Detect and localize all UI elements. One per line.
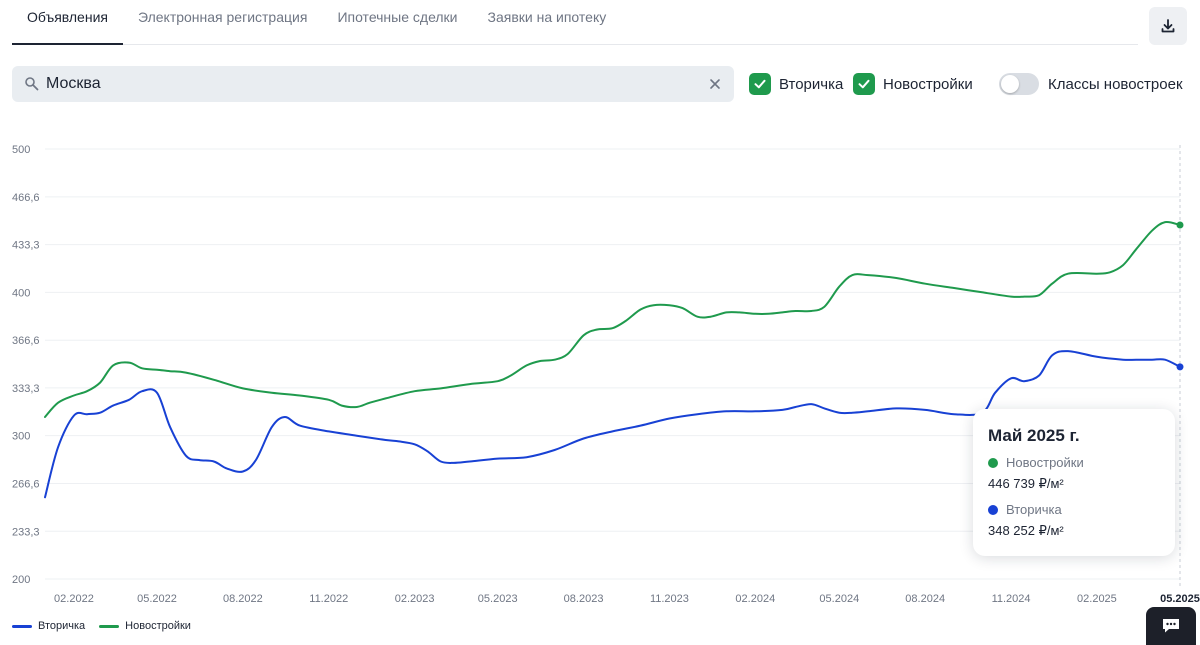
legend-item-secondary[interactable]: Вторичка xyxy=(12,620,85,632)
toggle-knob xyxy=(1001,75,1019,93)
new-buildings-checkbox-label: Новостройки xyxy=(883,75,973,93)
x-tick-label: 08.2024 xyxy=(905,593,945,605)
x-tick-label: 02.2025 xyxy=(1077,593,1117,605)
y-tick-label: 400 xyxy=(12,287,30,299)
tooltip-row-secondary: Вторичка 348 252 ₽/м² xyxy=(988,502,1064,539)
x-tick-label: 08.2023 xyxy=(564,593,604,605)
y-tick-label: 333,3 xyxy=(12,383,40,395)
tooltip-row-new: Новостройки 446 739 ₽/м² xyxy=(988,455,1084,492)
classes-toggle-label: Классы новостроек xyxy=(1048,75,1183,93)
x-tick-label: 11.2023 xyxy=(650,593,689,605)
legend-label-secondary: Вторичка xyxy=(38,620,86,632)
new-buildings-checkbox[interactable]: Новостройки xyxy=(853,72,973,96)
tooltip-title: Май 2025 г. xyxy=(988,426,1080,445)
x-tick-label: 08.2022 xyxy=(223,593,263,605)
y-tick-label: 200 xyxy=(12,574,30,586)
x-tick-label: 05.2024 xyxy=(819,593,859,605)
series-line-new xyxy=(44,220,1181,418)
x-tick-label: 05.2022 xyxy=(137,593,177,605)
tooltip-dot-new xyxy=(988,457,998,468)
legend-swatch-new xyxy=(99,624,120,628)
data-point-secondary xyxy=(1176,363,1184,371)
legend-item-new[interactable]: Новостройки xyxy=(99,620,191,632)
tab-electronic-registration[interactable]: Электронная регистрация xyxy=(137,9,308,25)
tooltip-dot-secondary xyxy=(988,504,998,515)
tooltip-new-label: Новостройки xyxy=(1006,455,1084,470)
x-tick-label: 02.2023 xyxy=(395,593,435,605)
checkbox-box xyxy=(853,73,875,95)
search-box xyxy=(12,66,734,102)
tooltip-secondary-value: 348 252 ₽/м² xyxy=(988,523,1064,538)
y-tick-label: 300 xyxy=(12,431,30,443)
check-icon xyxy=(858,79,870,89)
y-tick-label: 266,6 xyxy=(12,479,40,491)
tooltip-new-value: 446 739 ₽/м² xyxy=(988,476,1064,491)
legend-label-new: Новостройки xyxy=(125,620,191,632)
x-tick-label: 11.2024 xyxy=(992,593,1031,605)
download-icon xyxy=(1161,19,1175,33)
y-tick-label: 466,6 xyxy=(12,192,40,204)
x-tick-label: 05.2025 xyxy=(1160,593,1200,605)
y-tick-label: 233,3 xyxy=(12,526,40,538)
chart-legend: Вторичка Новостройки xyxy=(12,620,205,632)
price-chart: 500 466,6 433,3 400 366,6 333,3 300 266,6 233,3 2… xyxy=(12,144,1200,605)
tab-mortgage-applications[interactable]: Заявки на ипотеку xyxy=(487,9,607,25)
download-button[interactable] xyxy=(1149,7,1187,45)
y-tick-label: 500 xyxy=(12,144,30,156)
y-tick-label: 433,3 xyxy=(12,240,40,252)
tab-listings[interactable]: Объявления xyxy=(12,0,123,45)
search-input[interactable] xyxy=(46,66,696,102)
chat-button[interactable] xyxy=(1146,607,1196,645)
legend-swatch-secondary xyxy=(12,624,32,628)
tab-bar: Объявления Электронная регистрация Ипоте… xyxy=(12,0,1138,45)
tab-mortgage-deals[interactable]: Ипотечные сделки xyxy=(337,9,458,25)
search-icon xyxy=(25,77,39,91)
x-tick-label: 02.2022 xyxy=(54,593,94,605)
check-icon xyxy=(754,79,766,89)
tooltip-secondary-label: Вторичка xyxy=(1006,502,1062,517)
x-tick-label: 05.2023 xyxy=(478,593,518,605)
classes-toggle-group: Классы новостроек xyxy=(999,72,1183,96)
x-tick-label: 11.2022 xyxy=(309,593,348,605)
checkbox-box xyxy=(749,73,771,95)
chart-tooltip: Май 2025 г. Новостройки 446 739 ₽/м² Вто… xyxy=(973,409,1175,556)
classes-toggle[interactable] xyxy=(999,73,1039,95)
series-line-secondary xyxy=(44,350,1181,499)
data-point-new xyxy=(1176,221,1184,229)
chat-icon xyxy=(1163,619,1179,633)
x-tick-label: 02.2024 xyxy=(735,593,775,605)
close-icon[interactable] xyxy=(708,77,722,91)
y-tick-label: 366,6 xyxy=(12,335,40,347)
secondary-checkbox-label: Вторичка xyxy=(779,75,844,93)
secondary-checkbox[interactable]: Вторичка xyxy=(749,72,843,96)
